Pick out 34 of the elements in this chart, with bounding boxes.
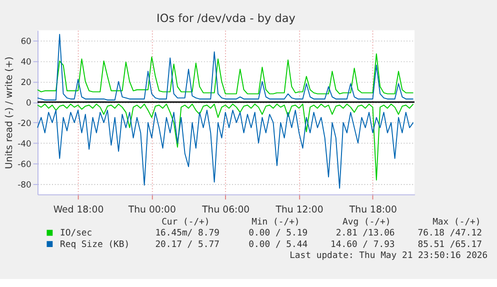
text: 2.81 /13.06 (336, 228, 395, 239)
y-tick-label: 60 (20, 36, 32, 46)
legend-label: IO/sec (60, 228, 92, 239)
text: Cur (-/+) (162, 217, 210, 228)
text: 85.51 /65.17 (418, 240, 482, 250)
text: 0.00 / 5.44 (248, 240, 308, 250)
y-tick-label: -80 (18, 179, 32, 190)
y-tick-label: 20 (20, 76, 32, 87)
text: Last update: Thu May 21 23:50:16 2026 (290, 251, 488, 262)
y-tick-label: -20 (18, 118, 32, 128)
x-tick-label: Thu 18:00 (348, 204, 398, 216)
line-series (37, 34, 414, 100)
text: 76.18 /47.12 (418, 228, 482, 239)
y-tick-label: -40 (18, 138, 32, 148)
x-tick-label: Thu 12:00 (274, 204, 324, 216)
y-axis-title: Units read (-) / write (+) (4, 56, 16, 169)
x-tick-label: Wed 18:00 (53, 204, 104, 216)
x-tick-label: Thu 00:00 (127, 204, 176, 216)
line-series (37, 110, 414, 189)
text: Avg (-/+) (342, 217, 391, 228)
text: 0.00 / 5.19 (248, 228, 308, 239)
y-tick-label: 0 (26, 97, 32, 108)
y-tick-label: 40 (20, 56, 32, 66)
chart-title: IOs for /dev/vda - by day (156, 12, 296, 25)
line-series (37, 53, 414, 94)
text: Max (-/+) (432, 217, 481, 228)
text: Min (-/+) (252, 217, 300, 228)
y-tick-label: -60 (18, 158, 32, 169)
line-series (37, 104, 414, 180)
text: 16.45m/ 8.79 (155, 228, 220, 239)
text: 20.17 / 5.77 (155, 240, 220, 250)
x-tick-label: Thu 06:00 (201, 204, 250, 216)
text: 14.60 / 7.93 (330, 240, 395, 250)
legend-label: Req Size (KB) (60, 240, 130, 250)
